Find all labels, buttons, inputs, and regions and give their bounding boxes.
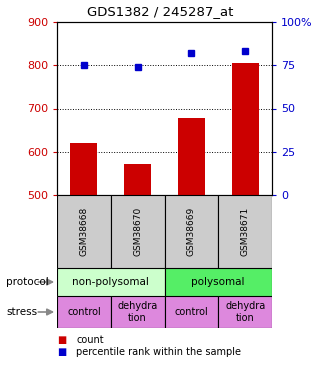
Bar xyxy=(57,296,111,328)
Bar xyxy=(124,164,151,195)
Text: percentile rank within the sample: percentile rank within the sample xyxy=(76,347,241,357)
Text: control: control xyxy=(174,307,208,317)
Text: GSM38671: GSM38671 xyxy=(241,207,250,256)
Text: GSM38669: GSM38669 xyxy=(187,207,196,256)
Text: ■: ■ xyxy=(57,335,66,345)
Bar xyxy=(57,195,111,268)
Text: GDS1382 / 245287_at: GDS1382 / 245287_at xyxy=(87,5,233,18)
Text: protocol: protocol xyxy=(6,277,49,287)
Bar xyxy=(218,296,272,328)
Bar xyxy=(178,118,205,195)
Bar xyxy=(111,195,164,268)
Bar xyxy=(70,143,97,195)
Bar xyxy=(164,195,218,268)
Text: GSM38668: GSM38668 xyxy=(79,207,88,256)
Bar xyxy=(164,296,218,328)
Text: control: control xyxy=(67,307,101,317)
Bar xyxy=(218,195,272,268)
Text: non-polysomal: non-polysomal xyxy=(72,277,149,287)
Bar xyxy=(111,296,164,328)
Text: count: count xyxy=(76,335,104,345)
Text: stress: stress xyxy=(6,307,37,317)
Text: ■: ■ xyxy=(57,347,66,357)
Text: dehydra
tion: dehydra tion xyxy=(117,301,158,323)
Bar xyxy=(232,63,259,195)
Bar xyxy=(164,268,272,296)
Text: polysomal: polysomal xyxy=(191,277,245,287)
Text: dehydra
tion: dehydra tion xyxy=(225,301,265,323)
Bar xyxy=(57,268,164,296)
Text: GSM38670: GSM38670 xyxy=(133,207,142,256)
